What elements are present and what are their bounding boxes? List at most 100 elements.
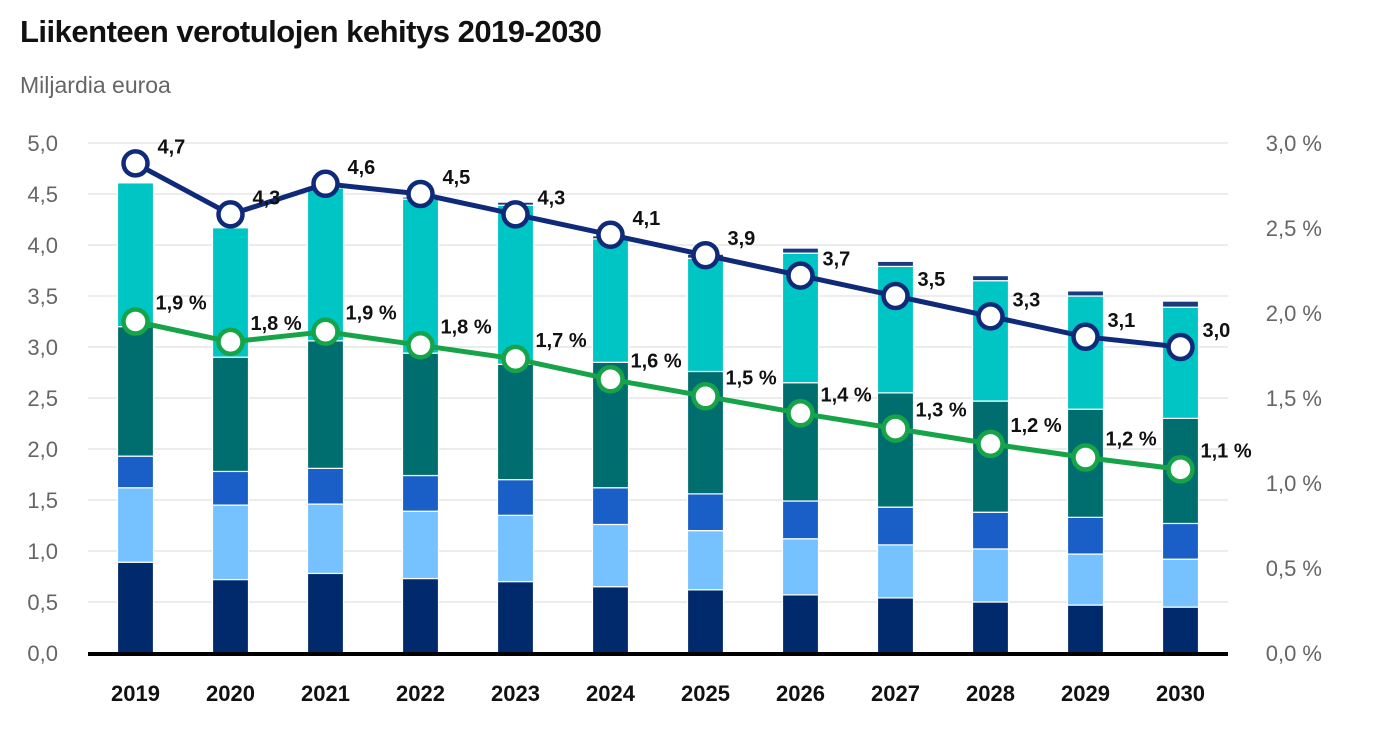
total-line-point — [596, 220, 625, 250]
bar-segment — [876, 544, 915, 599]
bar-segment — [591, 238, 630, 363]
total-line-point — [1166, 332, 1195, 362]
share-line-point — [1071, 443, 1100, 472]
y-tick-label: 3,0 — [27, 335, 58, 360]
bar-segment — [781, 247, 820, 254]
bar-segment — [876, 597, 915, 654]
total-line-data-label: 3,5 — [918, 269, 946, 291]
share-line-point — [881, 414, 910, 443]
total-line-data-label: 4,7 — [158, 136, 186, 158]
y-tick-label: 4,5 — [27, 182, 58, 207]
share-line-data-label: 1,9 % — [156, 293, 207, 315]
bar-segment — [496, 363, 535, 481]
x-tick-label: 2019 — [111, 681, 160, 706]
share-line-data-label: 1,7 % — [536, 330, 587, 352]
bar-segment — [686, 493, 725, 532]
total-line-point — [786, 261, 815, 290]
y2-tick-label: 0,0 % — [1266, 641, 1322, 666]
total-line-point — [216, 200, 245, 229]
total-line-data-label: 4,3 — [253, 187, 281, 209]
bar-segment — [876, 260, 915, 268]
bar-segment — [401, 352, 440, 477]
total-line-point — [881, 281, 910, 311]
total-line-series: 4,7 4,3 4,6 4,5 4,3 4,1 3,9 3,7 3,5 3,3 3,1 3,0 — [121, 136, 1231, 362]
chart-subtitle: Miljardia euroa — [20, 72, 171, 98]
share-line-data-label: 1,8 % — [441, 316, 492, 338]
y2-tick-label: 1,0 % — [1266, 471, 1322, 496]
bar-segment — [496, 204, 535, 365]
bar-segment — [1066, 290, 1105, 297]
y2-tick-label: 0,5 % — [1266, 556, 1322, 581]
total-line-point — [976, 302, 1005, 331]
share-line-data-label: 1,2 % — [1011, 415, 1062, 437]
total-line-data-label: 4,5 — [443, 167, 471, 189]
x-tick-label: 2028 — [966, 681, 1015, 706]
bar-segment — [1066, 295, 1105, 410]
bar-segment — [496, 479, 535, 516]
share-line-point — [311, 317, 340, 346]
y-tick-label: 4,0 — [27, 233, 58, 258]
share-line-point — [121, 307, 150, 336]
bar-segment — [116, 561, 155, 654]
total-line-data-label: 3,7 — [823, 249, 851, 271]
share-line-data-label: 1,1 % — [1201, 440, 1252, 462]
total-line-point — [311, 169, 340, 199]
share-line-point — [691, 382, 720, 411]
total-line-data-label: 3,9 — [728, 228, 756, 250]
total-line-data-label: 4,3 — [538, 187, 566, 209]
bar-segment — [211, 470, 250, 506]
x-tick-label: 2021 — [301, 681, 350, 706]
bar-segment — [306, 572, 345, 654]
total-line-data-label: 3,0 — [1203, 320, 1231, 342]
y-tick-label: 3,5 — [27, 284, 58, 309]
y-tick-label: 1,0 — [27, 539, 58, 564]
x-tick-label: 2025 — [681, 681, 730, 706]
bar-segment — [306, 340, 345, 469]
bar-segment — [591, 586, 630, 654]
share-line-data-label: 1,3 % — [916, 400, 967, 422]
bar-segment — [116, 181, 155, 184]
x-tick-label: 2029 — [1061, 681, 1110, 706]
x-tick-label: 2023 — [491, 681, 540, 706]
bar-segment — [781, 538, 820, 596]
y2-tick-label: 3,0 % — [1266, 131, 1322, 156]
bar-segment — [971, 280, 1010, 402]
share-line-data-label: 1,4 % — [821, 384, 872, 406]
total-line-data-label: 3,1 — [1108, 310, 1136, 332]
share-line-point — [406, 331, 435, 360]
bar-segment — [401, 198, 440, 354]
bar-segment — [1161, 306, 1200, 420]
bar-segment — [1066, 604, 1105, 654]
total-line-path — [134, 161, 1181, 350]
y2-tick-label: 2,0 % — [1266, 301, 1322, 326]
bar-segment — [496, 514, 535, 583]
total-line-data-label: 4,6 — [348, 157, 376, 179]
bar-segment — [401, 474, 440, 512]
bar-segment — [971, 548, 1010, 603]
total-line-point — [1071, 322, 1100, 352]
bar-segment — [211, 356, 250, 473]
bar-segment — [591, 523, 630, 588]
y-axis-right: 0,0 % 0,5 % 1,0 % 1,5 % 2,0 % 2,5 % 3,0 % — [1266, 131, 1322, 666]
x-axis: 2019 2020 2021 2022 2023 2024 2025 2026 2027 2028… — [111, 681, 1205, 706]
bar-segment — [591, 487, 630, 526]
bar-segment — [211, 504, 250, 581]
y-tick-label: 2,0 — [27, 437, 58, 462]
bar-segment — [496, 580, 535, 654]
bar-segment — [781, 594, 820, 654]
bar-segment — [876, 506, 915, 546]
bar-segment — [306, 467, 345, 505]
x-tick-label: 2026 — [776, 681, 825, 706]
share-line-data-label: 1,6 % — [631, 350, 682, 372]
total-line-point — [121, 149, 150, 178]
share-line-series: 1,9 % 1,8 % 1,9 % 1,8 % 1,7 % 1,6 % 1,5 % 1,4 %… — [121, 293, 1252, 484]
share-line-data-label: 1,9 % — [346, 303, 397, 325]
bar-segment — [686, 589, 725, 654]
bar-segment — [1161, 558, 1200, 608]
share-line-data-label: 1,2 % — [1106, 429, 1157, 451]
bar-segment — [971, 511, 1010, 550]
x-tick-label: 2024 — [586, 681, 636, 706]
share-line-point — [1166, 455, 1195, 484]
y-tick-label: 0,0 — [27, 641, 58, 666]
